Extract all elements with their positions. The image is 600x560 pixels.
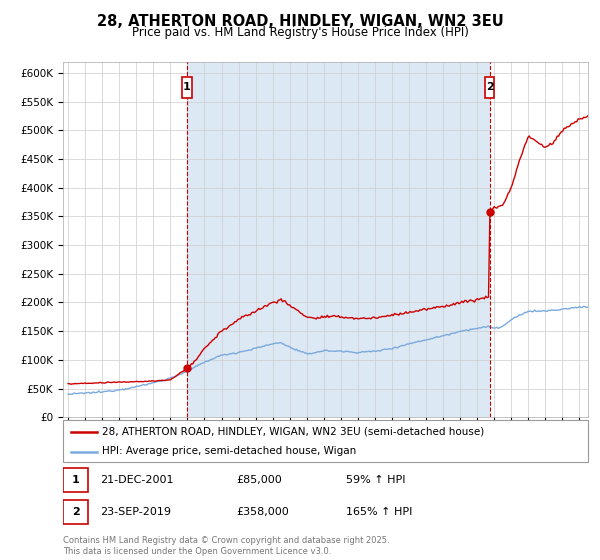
Text: 28, ATHERTON ROAD, HINDLEY, WIGAN, WN2 3EU: 28, ATHERTON ROAD, HINDLEY, WIGAN, WN2 3… — [97, 14, 503, 29]
FancyBboxPatch shape — [485, 77, 494, 99]
Text: 59% ↑ HPI: 59% ↑ HPI — [347, 475, 406, 485]
Text: £358,000: £358,000 — [236, 507, 289, 517]
Text: HPI: Average price, semi-detached house, Wigan: HPI: Average price, semi-detached house,… — [103, 446, 356, 456]
Text: Price paid vs. HM Land Registry's House Price Index (HPI): Price paid vs. HM Land Registry's House … — [131, 26, 469, 39]
Text: £85,000: £85,000 — [236, 475, 282, 485]
Text: 1: 1 — [72, 475, 79, 485]
Bar — [187, 62, 490, 417]
Text: 165% ↑ HPI: 165% ↑ HPI — [347, 507, 413, 517]
Text: 1: 1 — [183, 82, 191, 92]
FancyBboxPatch shape — [63, 420, 588, 462]
Text: 2: 2 — [72, 507, 79, 517]
FancyBboxPatch shape — [182, 77, 191, 99]
Text: 21-DEC-2001: 21-DEC-2001 — [100, 475, 173, 485]
FancyBboxPatch shape — [63, 468, 88, 492]
Text: 2: 2 — [486, 82, 494, 92]
FancyBboxPatch shape — [63, 501, 88, 524]
Text: 23-SEP-2019: 23-SEP-2019 — [100, 507, 171, 517]
Text: 28, ATHERTON ROAD, HINDLEY, WIGAN, WN2 3EU (semi-detached house): 28, ATHERTON ROAD, HINDLEY, WIGAN, WN2 3… — [103, 427, 485, 437]
Text: Contains HM Land Registry data © Crown copyright and database right 2025.
This d: Contains HM Land Registry data © Crown c… — [63, 536, 389, 556]
